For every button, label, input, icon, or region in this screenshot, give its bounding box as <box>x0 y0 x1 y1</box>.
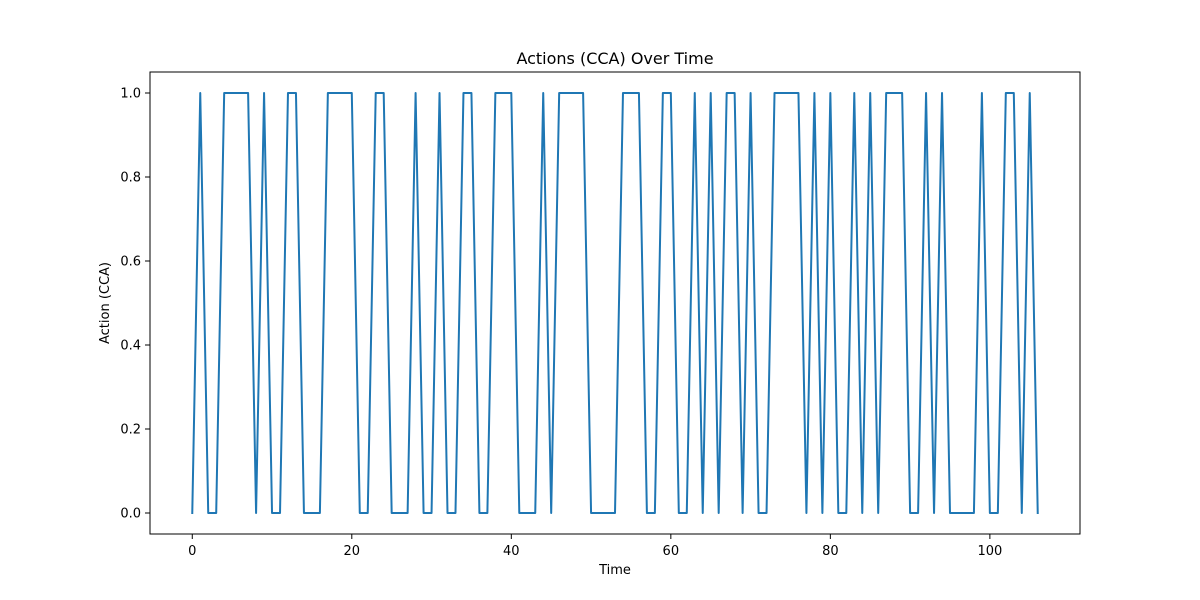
x-tick-label: 0 <box>188 544 196 559</box>
x-tick-label: 100 <box>977 544 1002 559</box>
y-tick-label: 0.2 <box>120 423 141 438</box>
y-tick-label: 0.6 <box>120 255 141 270</box>
plot-frame <box>149 71 1081 535</box>
x-axis-ticks: 0 20 40 60 80 100 <box>188 534 1002 559</box>
series-line <box>191 92 1039 515</box>
x-tick-label: 20 <box>344 544 361 559</box>
x-axis-label: Time <box>598 563 631 578</box>
x-tick-label: 80 <box>822 544 839 559</box>
series-layer <box>191 92 1039 515</box>
y-tick-label: 0.0 <box>120 507 141 522</box>
y-tick-label: 1.0 <box>120 87 141 102</box>
y-tick-label: 0.8 <box>120 171 141 186</box>
y-axis-label: Action (CCA) <box>98 262 113 344</box>
y-axis-ticks: 0.0 0.2 0.4 0.6 0.8 1.0 <box>120 87 150 522</box>
y-tick-label: 0.4 <box>120 339 141 354</box>
chart-title: Actions (CCA) Over Time <box>516 49 713 68</box>
x-tick-label: 60 <box>663 544 680 559</box>
x-tick-label: 40 <box>503 544 520 559</box>
